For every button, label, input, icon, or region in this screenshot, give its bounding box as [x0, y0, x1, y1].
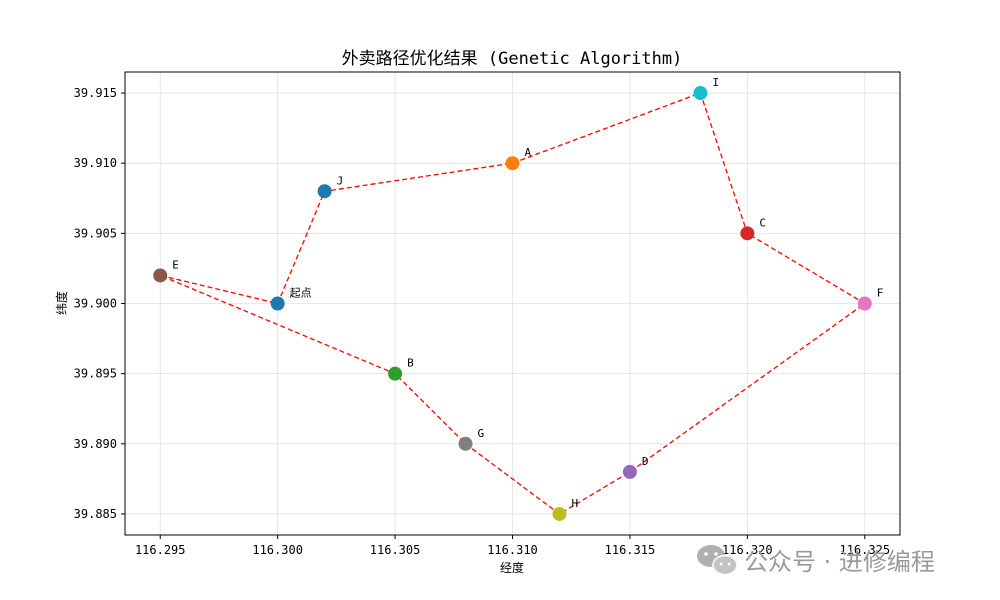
point-marker: [740, 226, 755, 241]
y-tick-label: 39.885: [74, 507, 117, 521]
x-tick-label: 116.305: [370, 543, 421, 557]
point-marker: [857, 296, 872, 311]
point-marker: [317, 184, 332, 199]
point-label: I: [712, 76, 719, 89]
point-label: G: [478, 427, 485, 440]
route-path: [159, 92, 866, 515]
y-tick-label: 39.915: [74, 86, 117, 100]
y-tick-label: 39.905: [74, 226, 117, 240]
y-tick-label: 39.890: [74, 437, 117, 451]
point-label: F: [877, 287, 884, 300]
point-marker: [458, 436, 473, 451]
point-label: H: [571, 497, 578, 510]
y-tick-label: 39.900: [74, 297, 117, 311]
point-label: A: [525, 146, 532, 159]
x-axis-label: 经度: [500, 560, 524, 575]
x-tick-label: 116.320: [722, 543, 773, 557]
x-tick-label: 116.310: [487, 543, 538, 557]
y-tick-label: 39.910: [74, 156, 117, 170]
point-label: J: [337, 174, 344, 187]
point-marker: [552, 506, 567, 521]
grid: [125, 72, 900, 535]
y-tick-label: 39.895: [74, 367, 117, 381]
watermark: 公众号 · 进修编程: [697, 545, 935, 576]
chart-title: 外卖路径优化结果 (Genetic Algorithm): [342, 49, 683, 69]
point-label: B: [407, 357, 414, 370]
point-label: D: [642, 455, 649, 468]
point-marker: [153, 268, 168, 283]
point-label: 起点: [290, 287, 312, 300]
route-line: [159, 92, 866, 515]
y-axis: 39.885 39.890 39.895 39.900 39.905 39.910 39.9…: [74, 86, 125, 521]
x-tick-label: 116.300: [252, 543, 303, 557]
x-tick-label: 116.295: [135, 543, 186, 557]
x-tick-label: 116.325: [839, 543, 890, 557]
point-marker: [388, 366, 403, 381]
points: 起点 A B C D E F G H I J: [153, 76, 883, 521]
x-tick-label: 116.315: [605, 543, 656, 557]
watermark-text: 公众号 · 进修编程: [744, 548, 935, 576]
point-marker: [270, 296, 285, 311]
y-axis-label: 纬度: [54, 291, 69, 315]
point-label: E: [172, 258, 179, 271]
point-label: C: [759, 216, 766, 229]
point-marker: [622, 464, 637, 479]
x-axis: 116.295 116.300 116.305 116.310 116.315 116.3…: [135, 535, 890, 557]
point-marker: [693, 86, 708, 101]
wechat-icon: [697, 545, 738, 576]
point-marker: [505, 156, 520, 171]
